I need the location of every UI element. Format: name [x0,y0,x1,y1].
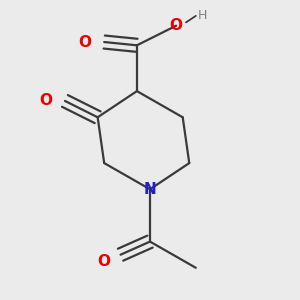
Text: O: O [170,18,183,33]
Text: H: H [198,9,207,22]
Text: O: O [78,34,91,50]
Text: O: O [39,93,52,108]
Text: N: N [144,182,156,197]
Text: O: O [98,254,111,269]
